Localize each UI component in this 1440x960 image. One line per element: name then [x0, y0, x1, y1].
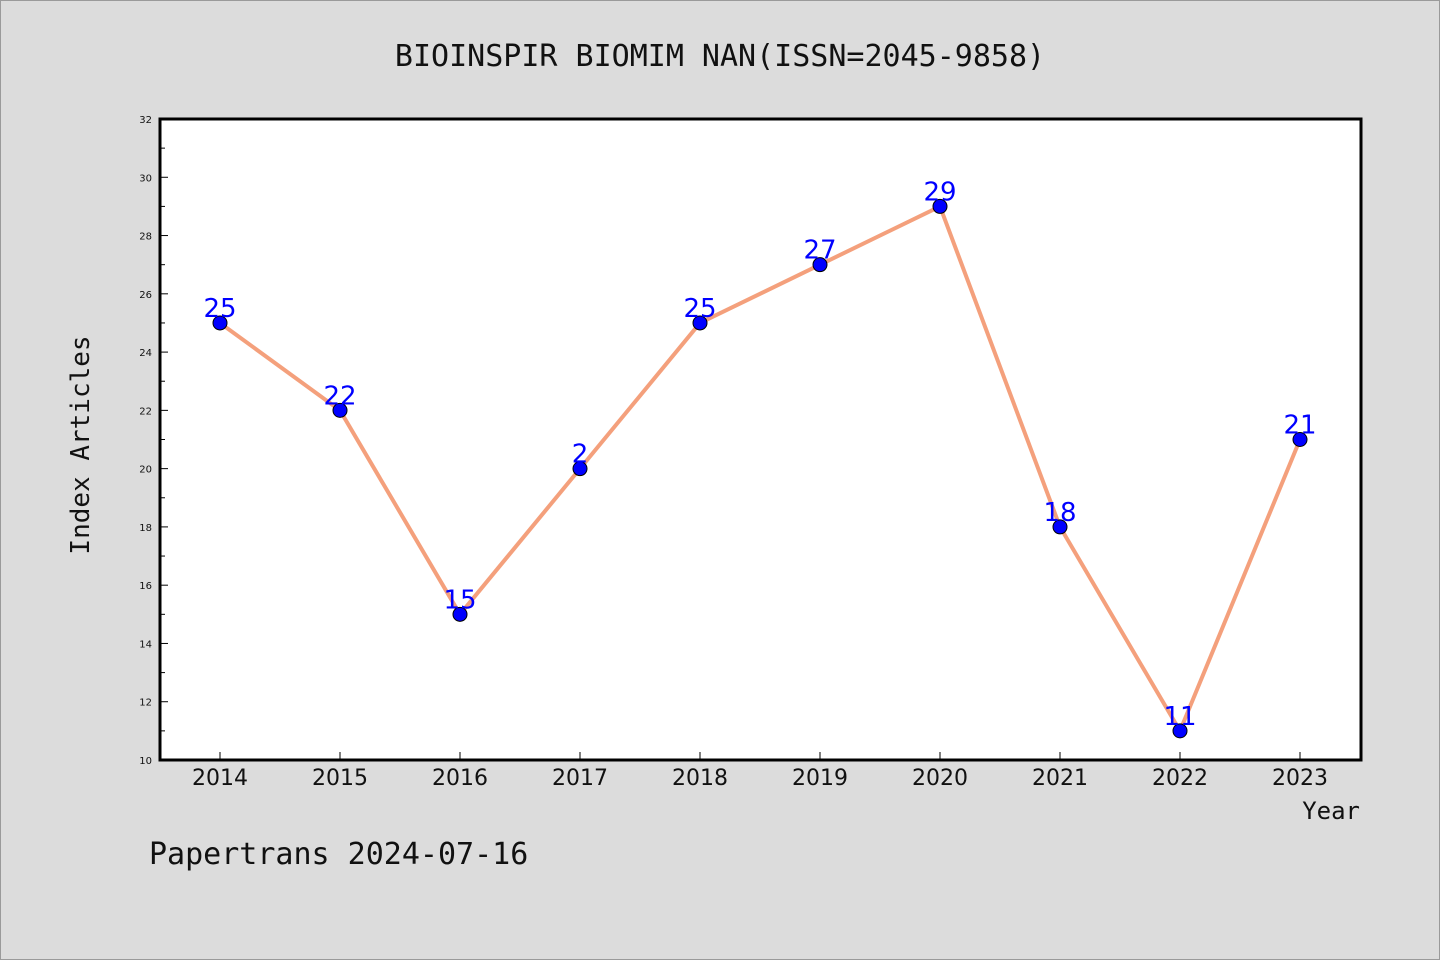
data-label: 2 — [572, 440, 589, 470]
x-axis: 2014 2015 2016 2017 2018 2019 2020 2021 2022 2023 — [192, 752, 1328, 791]
x-tick-label: 2015 — [312, 766, 368, 791]
data-labels: 25 22 15 2 25 27 29 18 11 21 — [203, 177, 1316, 731]
data-point — [332, 402, 348, 418]
y-tick-label: 16 — [139, 581, 152, 592]
series-markers — [212, 198, 1308, 739]
chart-title: BIOINSPIR BIOMIM NAN(ISSN=2045-9858) — [395, 39, 1045, 74]
data-point — [692, 315, 708, 331]
data-point — [1292, 432, 1308, 447]
y-axis: 10 12 14 16 18 20 22 24 26 28 30 32 — [139, 115, 168, 767]
data-point — [812, 257, 828, 273]
y-tick-label: 24 — [139, 348, 152, 359]
x-tick-label: 2020 — [912, 766, 968, 791]
x-tick-label: 2021 — [1032, 766, 1088, 791]
data-label: 25 — [203, 294, 236, 324]
x-tick-label: 2023 — [1272, 766, 1328, 791]
y-tick-label: 28 — [139, 232, 152, 243]
x-axis-label: Year — [1302, 797, 1360, 825]
data-label: 15 — [443, 585, 476, 615]
data-point — [1172, 723, 1188, 739]
footer-text: Papertrans 2024-07-16 — [149, 837, 528, 872]
y-tick-label: 22 — [139, 406, 152, 417]
y-tick-label: 20 — [139, 465, 152, 476]
data-point — [572, 461, 588, 477]
x-tick-label: 2018 — [672, 766, 728, 791]
data-point — [932, 198, 948, 214]
data-label: 27 — [803, 236, 836, 266]
data-label: 21 — [1283, 411, 1316, 441]
y-axis-label: Index Articles — [66, 335, 96, 554]
data-label: 11 — [1163, 702, 1196, 732]
data-point — [1052, 519, 1068, 535]
y-tick-label: 30 — [139, 173, 152, 184]
data-label: 25 — [683, 294, 716, 324]
plot-area — [158, 117, 1363, 762]
data-label: 18 — [1043, 498, 1076, 528]
series-line-path — [218, 204, 1302, 733]
y-tick-label: 14 — [139, 639, 152, 650]
data-point — [452, 606, 468, 622]
data-label: 29 — [923, 177, 956, 207]
y-tick-label: 12 — [139, 698, 152, 709]
data-label: 22 — [323, 381, 356, 411]
x-tick-label: 2022 — [1152, 766, 1208, 791]
x-tick-label: 2014 — [192, 766, 248, 791]
y-tick-label: 26 — [139, 290, 152, 301]
x-tick-label: 2016 — [432, 766, 488, 791]
x-tick-label: 2019 — [792, 766, 848, 791]
series-line — [218, 204, 1302, 733]
x-tick-label: 2017 — [552, 766, 608, 791]
y-tick-label: 10 — [139, 756, 152, 767]
y-tick-label: 32 — [139, 115, 152, 126]
y-tick-label: 18 — [139, 523, 152, 534]
data-point — [212, 315, 228, 331]
